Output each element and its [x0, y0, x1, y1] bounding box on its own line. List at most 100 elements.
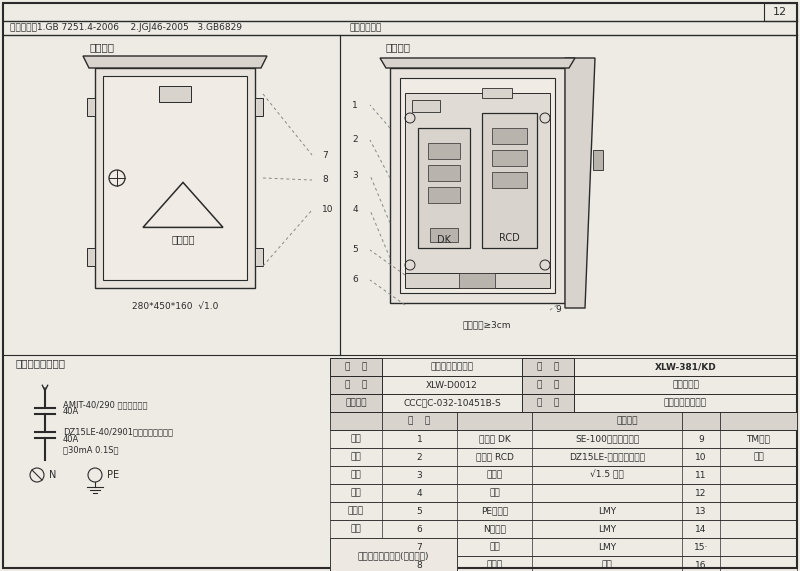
Text: 电器连接原理图：: 电器连接原理图： [15, 358, 65, 368]
Text: 线夹: 线夹 [489, 489, 500, 497]
Bar [522, 394, 574, 412]
Bar [492, 150, 527, 166]
Text: 外型图：: 外型图： [90, 42, 115, 52]
Text: 6: 6 [352, 275, 358, 284]
Text: TM连接: TM连接 [746, 435, 770, 444]
Text: PE: PE [107, 470, 119, 480]
Text: XLW-D0012: XLW-D0012 [426, 380, 478, 389]
Bar [330, 556, 797, 571]
Text: 8: 8 [322, 175, 328, 184]
Bar [482, 88, 512, 98]
Bar [400, 78, 555, 293]
Bar [482, 113, 537, 248]
Text: 执行标准：1.GB 7251.4-2006    2.JGJ46-2005   3.GB6829: 执行标准：1.GB 7251.4-2006 2.JGJ46-2005 3.GB6… [10, 23, 242, 33]
Bar [330, 358, 797, 376]
Text: 校核: 校核 [350, 471, 362, 480]
Text: 断路器 DK: 断路器 DK [478, 435, 510, 444]
Bar [492, 172, 527, 188]
Text: CCC：C-032-10451B-S: CCC：C-032-10451B-S [403, 399, 501, 408]
Bar [428, 143, 460, 159]
Text: 壳体颜色：黄: 壳体颜色：黄 [350, 23, 382, 33]
Text: 2: 2 [417, 452, 422, 461]
Text: 12: 12 [773, 7, 787, 17]
Bar [412, 100, 440, 112]
Text: 12: 12 [695, 489, 706, 497]
Text: 试验报告: 试验报告 [346, 399, 366, 408]
Text: 10: 10 [695, 452, 706, 461]
Text: 断路器 RCD: 断路器 RCD [475, 452, 514, 461]
Bar [255, 248, 263, 266]
Bar [428, 165, 460, 181]
Text: 序    号: 序 号 [408, 416, 430, 425]
Text: N: N [49, 470, 56, 480]
Text: DZ15LE-透明系列漏电开: DZ15LE-透明系列漏电开 [569, 452, 645, 461]
Text: 审核: 审核 [350, 489, 362, 497]
Text: 制图: 制图 [350, 452, 362, 461]
Text: 标准化: 标准化 [348, 506, 364, 516]
Bar [330, 376, 797, 394]
Text: 8: 8 [417, 561, 422, 569]
Text: 4: 4 [417, 489, 422, 497]
Text: 有电危险: 有电危险 [171, 235, 194, 244]
Bar [95, 68, 255, 288]
Text: RCD: RCD [498, 233, 519, 243]
Text: 9: 9 [555, 305, 561, 315]
Bar [330, 412, 797, 430]
Text: 5: 5 [417, 506, 422, 516]
Text: 排耳: 排耳 [753, 452, 764, 461]
Bar [330, 466, 797, 484]
Text: 6: 6 [417, 525, 422, 533]
Text: PE线端子: PE线端子 [481, 506, 508, 516]
Text: 10: 10 [322, 206, 334, 215]
Text: 装配图：: 装配图： [385, 42, 410, 52]
Text: XLW-381/KD: XLW-381/KD [654, 363, 716, 372]
Text: 3: 3 [352, 171, 358, 179]
Text: 设计: 设计 [350, 435, 362, 444]
Text: 防雨: 防雨 [602, 561, 612, 569]
Bar [428, 187, 460, 203]
Text: 用    途: 用 途 [537, 399, 559, 408]
Text: （30mA 0.1S）: （30mA 0.1S） [63, 445, 118, 455]
Bar [522, 376, 574, 394]
Text: 图    号: 图 号 [345, 380, 367, 389]
Text: 280*450*160  √1.0: 280*450*160 √1.0 [132, 301, 218, 311]
Text: 安装板: 安装板 [486, 471, 502, 480]
Text: 施工现场照明配电: 施工现场照明配电 [664, 399, 707, 408]
Text: 1: 1 [417, 435, 422, 444]
Text: 型    号: 型 号 [537, 363, 559, 372]
Text: 3: 3 [417, 471, 422, 480]
Bar [418, 128, 470, 248]
Text: 9: 9 [698, 435, 704, 444]
Text: 5: 5 [352, 246, 358, 255]
Text: 40A: 40A [63, 408, 79, 416]
Text: N线端子: N线端子 [483, 525, 506, 533]
Text: 14: 14 [695, 525, 706, 533]
Bar [330, 484, 797, 502]
Text: DZ15LE-40/2901（透明漏电开关）: DZ15LE-40/2901（透明漏电开关） [63, 428, 173, 436]
Text: 7: 7 [322, 151, 328, 159]
Text: 15·: 15· [694, 542, 708, 552]
Polygon shape [380, 58, 575, 68]
Text: 4: 4 [352, 206, 358, 215]
Bar [87, 98, 95, 116]
Text: 7: 7 [417, 542, 422, 552]
Bar [390, 68, 565, 303]
Bar [330, 538, 797, 556]
Bar [522, 358, 574, 376]
Text: 1: 1 [352, 100, 358, 110]
Text: LMY: LMY [598, 542, 616, 552]
Bar [405, 273, 550, 288]
Text: 名    称: 名 称 [345, 363, 367, 372]
Bar [255, 98, 263, 116]
Bar [330, 394, 797, 412]
Text: 16: 16 [695, 561, 706, 569]
Text: 元件间距≥3cm: 元件间距≥3cm [462, 320, 511, 329]
Bar [330, 448, 797, 466]
Text: DK: DK [437, 235, 451, 245]
Text: LMY: LMY [598, 525, 616, 533]
Bar [330, 520, 797, 538]
Text: SE-100系列透明开关: SE-100系列透明开关 [575, 435, 639, 444]
Text: 建筑施工用配电箱: 建筑施工用配电箱 [430, 363, 474, 372]
Bar [330, 394, 382, 412]
Text: 标牌: 标牌 [489, 542, 500, 552]
